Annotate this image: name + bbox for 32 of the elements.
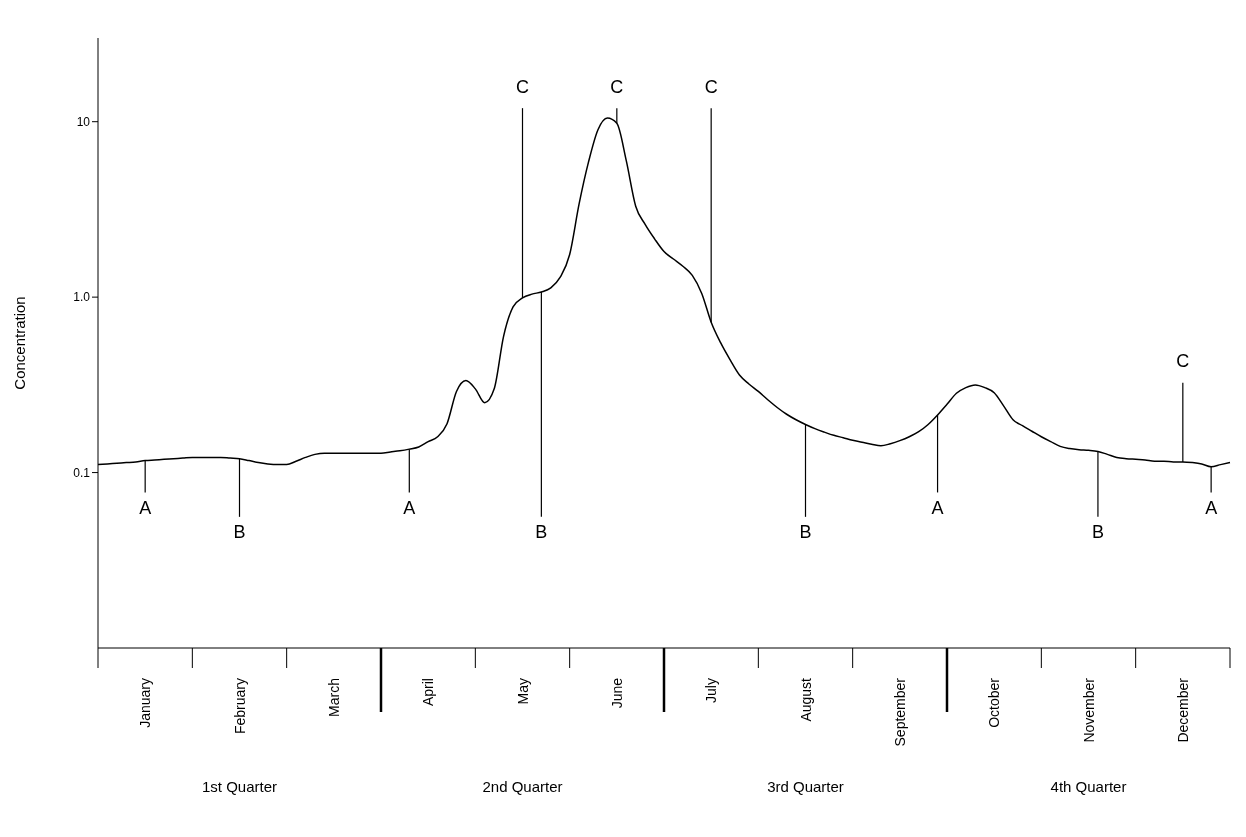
- annotation: A: [931, 497, 944, 518]
- text: 1st Quarter: [201, 778, 278, 795]
- annotation: C: [516, 76, 529, 97]
- x-tick-label: July: [703, 678, 720, 703]
- annotation: C: [610, 76, 624, 97]
- x-tick-label: June: [608, 677, 625, 709]
- annotation: B: [535, 522, 548, 543]
- x-tick-label: May: [514, 678, 531, 705]
- text: 4th Quarter: [1049, 778, 1128, 795]
- annotation: C: [1176, 351, 1190, 372]
- x-tick-label: August: [797, 677, 814, 722]
- x-tick-label: March: [325, 678, 342, 717]
- annotation: C: [704, 76, 718, 97]
- annotation: A: [1205, 497, 1218, 518]
- y-tick-label: 0.1: [73, 465, 91, 480]
- y-tick-label: 1.0: [73, 290, 91, 305]
- text: 3rd Quarter: [766, 778, 845, 795]
- text: 2nd Quarter: [481, 778, 564, 795]
- x-tick-label: January: [137, 678, 154, 728]
- y-tick-label: 10: [76, 114, 91, 129]
- x-tick-label: February: [231, 678, 248, 735]
- y-axis-title: Concentration: [11, 296, 29, 390]
- x-tick-label: November: [1080, 677, 1097, 743]
- annotation: A: [403, 497, 416, 518]
- x-tick-label: October: [986, 677, 1003, 728]
- annotation: B: [233, 522, 246, 543]
- annotation: B: [799, 522, 812, 543]
- x-tick-label: April: [420, 678, 437, 707]
- annotation: B: [1091, 522, 1104, 543]
- x-tick-label: September: [891, 677, 908, 747]
- annotation: A: [139, 497, 152, 518]
- x-tick-label: December: [1174, 677, 1191, 743]
